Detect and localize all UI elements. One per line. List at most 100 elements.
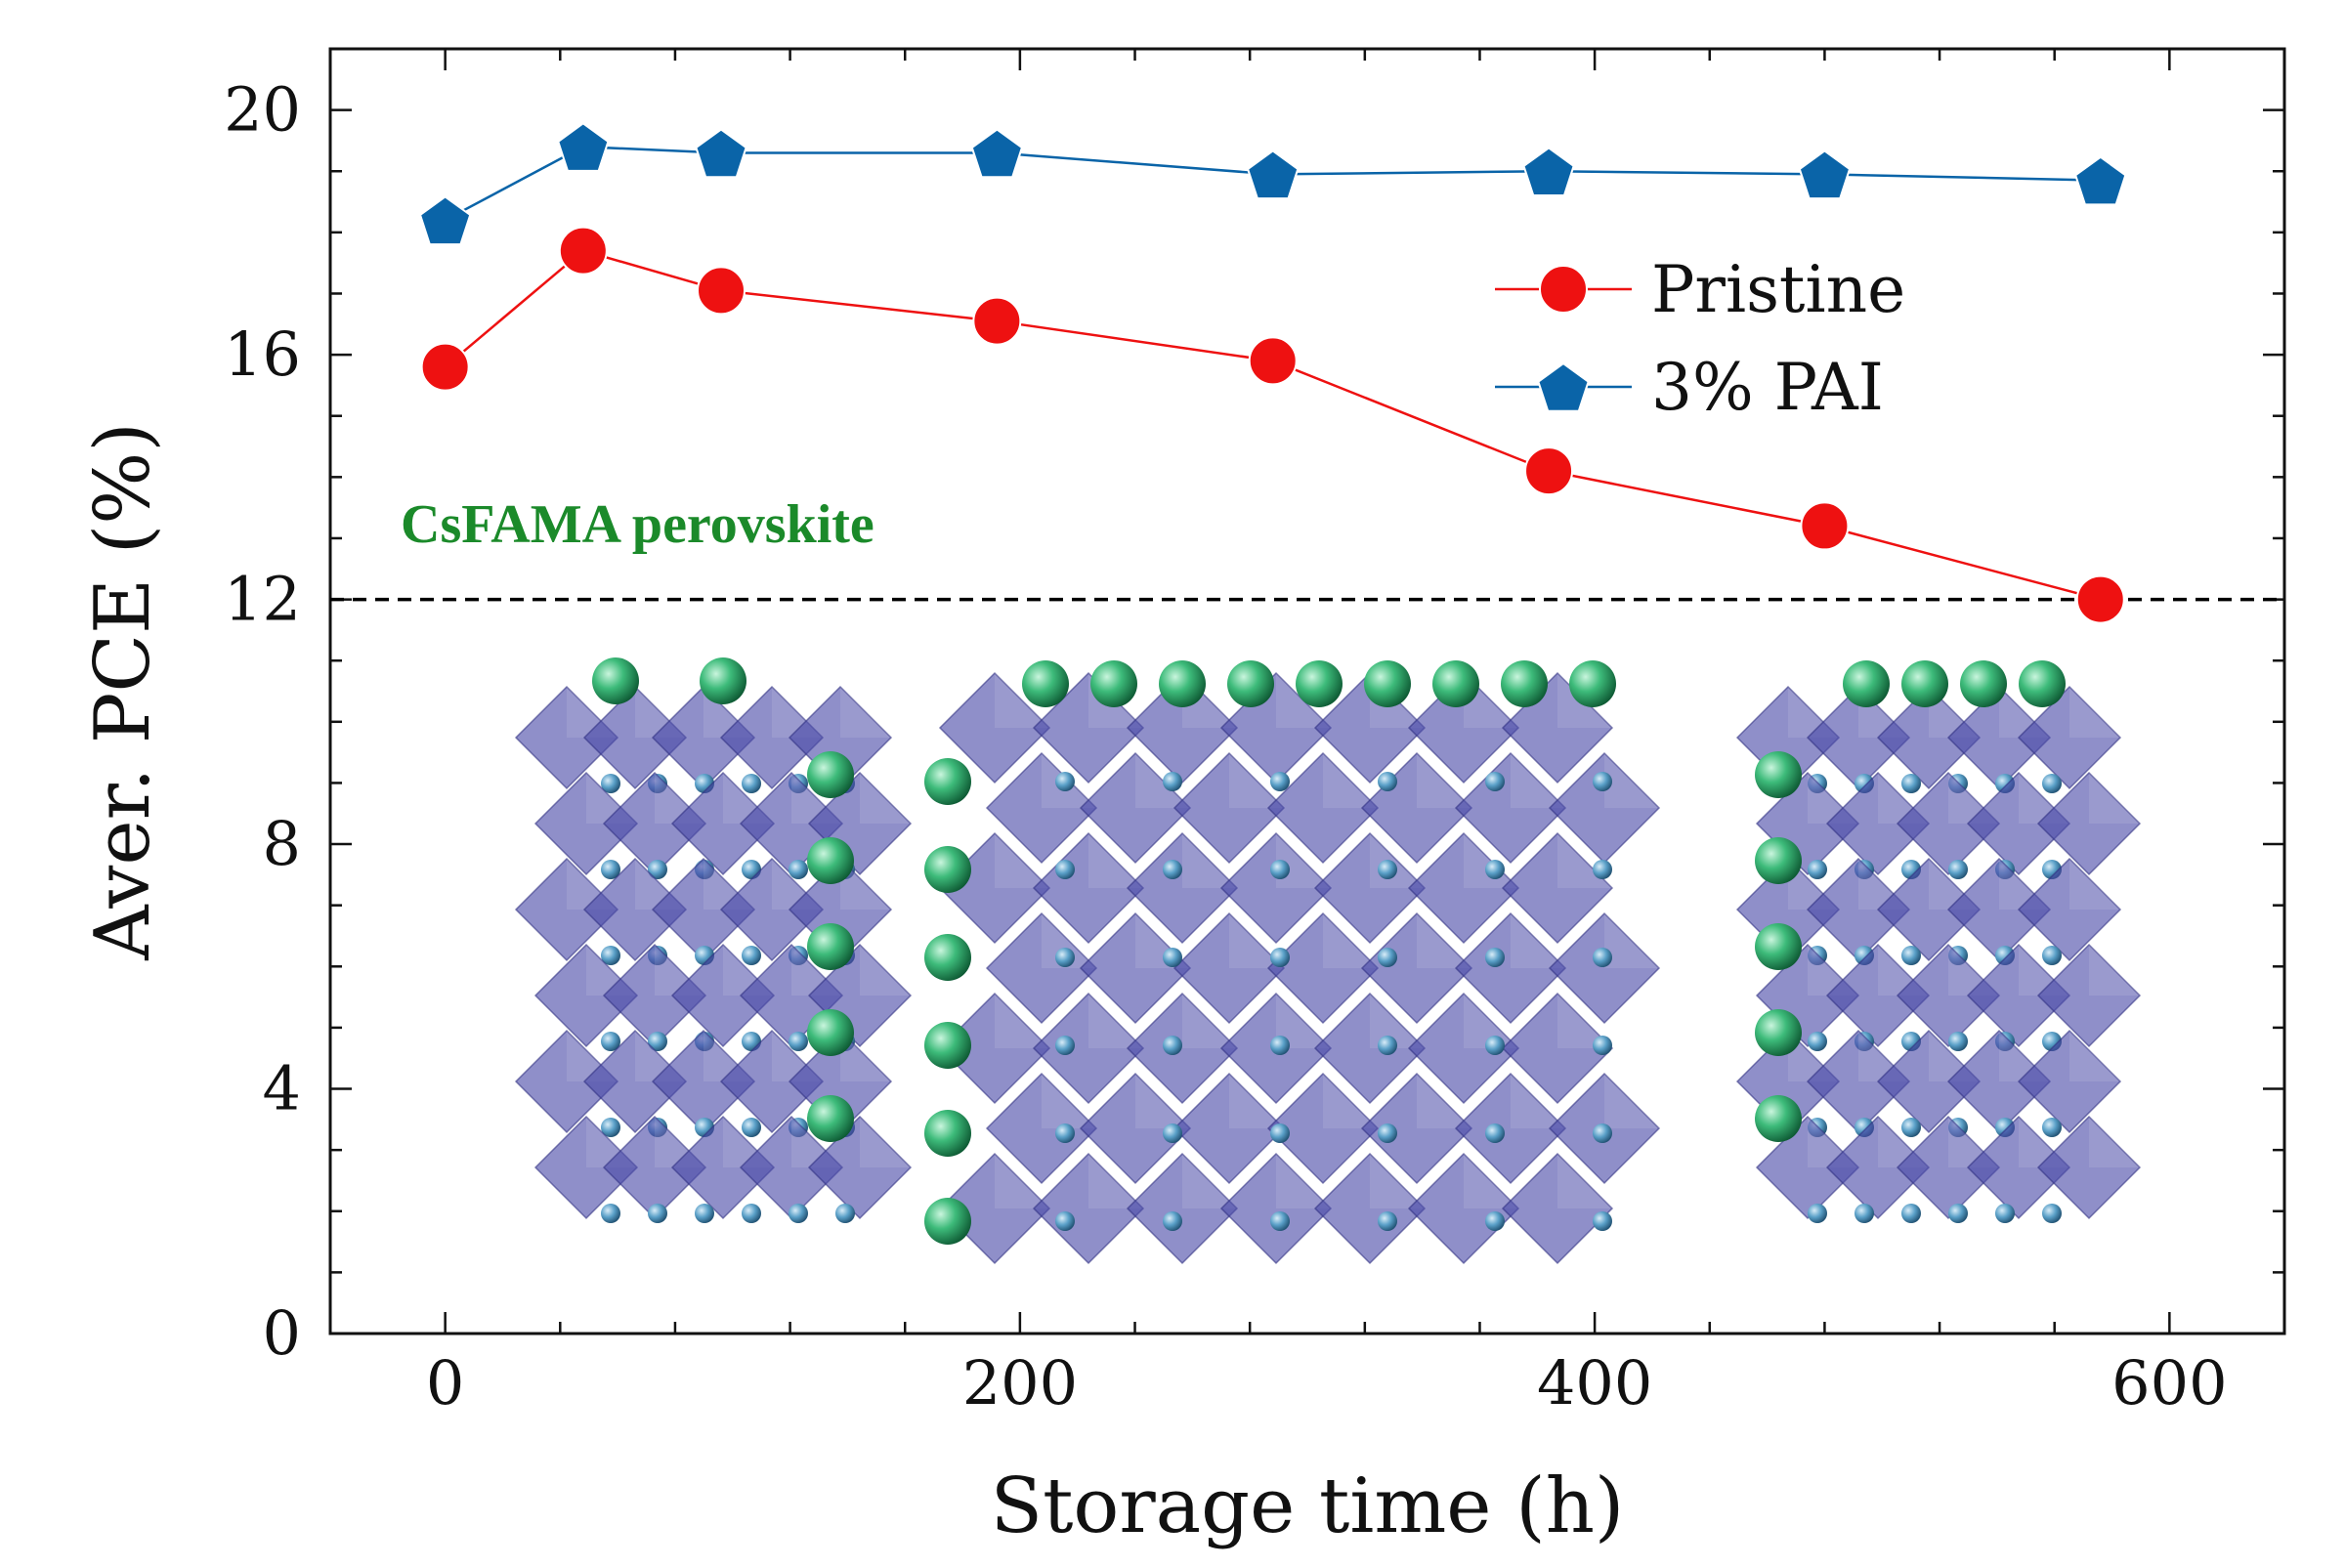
plot-frame xyxy=(328,47,2286,1335)
octahedron-middle-6-3 xyxy=(1219,1152,1333,1265)
small-atom-middle-1-2 xyxy=(1270,860,1290,879)
point-pai-480 xyxy=(1798,149,1852,200)
small-atom-middle-3-4 xyxy=(1485,1036,1505,1055)
octahedron-right-4-4 xyxy=(2017,1029,2122,1134)
octahedron-middle-0-2 xyxy=(1126,671,1239,784)
a-site-atom-right-top-1 xyxy=(1901,660,1948,707)
octahedron-middle-1-2-facet xyxy=(1229,753,1284,808)
octahedron-middle-5-1-facet xyxy=(1135,1074,1190,1128)
y-tick-label-0: 0 xyxy=(263,1297,301,1369)
a-site-atom-right-3 xyxy=(1755,923,1802,970)
y-tick-label-20: 20 xyxy=(224,74,301,146)
octahedron-right-4-2 xyxy=(1876,1029,1982,1134)
x-axis-title: Storage time (h) xyxy=(991,1462,1625,1550)
a-site-atom-middle-left-2 xyxy=(924,934,971,981)
a-site-atom-middle-left-3 xyxy=(924,1022,971,1069)
point-pristine-576 xyxy=(2075,574,2125,624)
legend-marker-pristine xyxy=(1539,265,1588,314)
octahedron-left-1-4-facet xyxy=(860,773,911,824)
a-site-atom-left-4 xyxy=(807,1009,854,1056)
small-atom-left-5-4 xyxy=(789,1204,808,1223)
x-tick-label-0: 0 xyxy=(426,1347,464,1419)
small-atom-middle-4-2 xyxy=(1270,1123,1290,1143)
a-site-atom-middle-top-6 xyxy=(1432,660,1479,707)
octahedron-right-1-1 xyxy=(1825,771,1931,876)
small-atom-left-5-0 xyxy=(601,1204,620,1223)
small-atom-left-3-4 xyxy=(789,1032,808,1051)
crystal-structure-illustration xyxy=(514,657,2142,1265)
a-site-atom-middle-top-0 xyxy=(1022,660,1069,707)
small-atom-middle-1-5 xyxy=(1593,860,1612,879)
point-pai-288 xyxy=(1246,149,1300,200)
octahedron-middle-5-0 xyxy=(985,1072,1098,1185)
octahedron-middle-6-0 xyxy=(938,1152,1051,1265)
octahedron-middle-5-2 xyxy=(1172,1072,1286,1185)
a-site-atom-middle-left-5 xyxy=(924,1198,971,1245)
point-pai-0 xyxy=(418,195,472,246)
small-atom-left-2-3 xyxy=(742,946,761,965)
a-site-atom-middle-left-0 xyxy=(924,758,971,805)
small-atom-middle-0-1 xyxy=(1163,772,1182,791)
octahedron-middle-4-5 xyxy=(1407,992,1520,1105)
octahedron-middle-4-4 xyxy=(1313,992,1427,1105)
octahedron-right-5-4-facet xyxy=(2089,1117,2140,1167)
octahedron-middle-3-4 xyxy=(1360,911,1473,1025)
small-atom-right-3-0 xyxy=(1808,1032,1827,1051)
octahedron-right-5-0 xyxy=(1755,1115,1860,1220)
octahedron-middle-4-4-facet xyxy=(1370,994,1425,1048)
small-atom-left-4-3 xyxy=(742,1118,761,1137)
a-site-atom-right-5 xyxy=(1755,1095,1802,1142)
x-tick-label-600: 600 xyxy=(2111,1347,2227,1419)
octahedron-right-5-3 xyxy=(1966,1115,2071,1220)
octahedron-middle-5-5-facet xyxy=(1511,1074,1565,1128)
series-pristine xyxy=(420,226,2125,624)
small-atom-middle-1-1 xyxy=(1163,860,1182,879)
small-atom-middle-0-2 xyxy=(1270,772,1290,791)
x-tick-label-200: 200 xyxy=(962,1347,1078,1419)
a-site-atom-middle-top-3 xyxy=(1227,660,1274,707)
a-site-atom-right-top-0 xyxy=(1843,660,1890,707)
octahedron-middle-5-6-facet xyxy=(1604,1074,1659,1128)
octahedron-right-0-2 xyxy=(1876,685,1982,790)
octahedron-middle-1-2 xyxy=(1172,751,1286,865)
octahedron-middle-3-4-facet xyxy=(1417,913,1471,968)
small-atom-left-3-0 xyxy=(601,1032,620,1051)
small-atom-middle-3-5 xyxy=(1593,1036,1612,1055)
octahedron-middle-1-3 xyxy=(1266,751,1380,865)
octahedron-middle-3-6-facet xyxy=(1604,913,1659,968)
axes-frame xyxy=(328,47,2286,1335)
small-atom-right-5-5 xyxy=(2042,1204,2062,1223)
small-atom-left-5-1 xyxy=(648,1204,667,1223)
small-atom-middle-1-4 xyxy=(1485,860,1505,879)
octahedron-middle-3-0-facet xyxy=(1042,913,1096,968)
octahedron-middle-6-4 xyxy=(1313,1152,1427,1265)
small-atom-left-1-1 xyxy=(648,860,667,879)
small-atom-middle-0-5 xyxy=(1593,772,1612,791)
series-pai xyxy=(418,122,2127,246)
small-atom-middle-2-2 xyxy=(1270,948,1290,967)
octahedron-middle-2-3-facet xyxy=(1276,833,1331,888)
small-atom-right-5-1 xyxy=(1855,1204,1874,1223)
octahedron-right-3-4-facet xyxy=(2089,945,2140,996)
octahedron-middle-3-0 xyxy=(985,911,1098,1025)
octahedron-right-0-4 xyxy=(2017,685,2122,790)
point-pristine-48 xyxy=(558,226,608,275)
small-atom-left-0-3 xyxy=(742,774,761,793)
octahedron-right-1-3 xyxy=(1966,771,2071,876)
small-atom-right-1-0 xyxy=(1808,860,1827,879)
octahedron-middle-0-0 xyxy=(938,671,1051,784)
small-atom-middle-2-5 xyxy=(1593,948,1612,967)
octahedron-right-2-4-facet xyxy=(2069,859,2120,910)
octahedron-middle-3-3-facet xyxy=(1323,913,1378,968)
text-group: Storage time (h) Aver. PCE (%) CsFAMA pe… xyxy=(79,74,2228,1550)
octahedron-middle-6-2-facet xyxy=(1182,1154,1237,1208)
small-atom-middle-2-0 xyxy=(1055,948,1075,967)
small-atom-middle-4-0 xyxy=(1055,1123,1075,1143)
small-atom-right-4-2 xyxy=(1901,1118,1921,1137)
small-atom-middle-5-2 xyxy=(1270,1211,1290,1231)
small-atom-middle-0-0 xyxy=(1055,772,1075,791)
octahedron-left-0-4-facet xyxy=(840,687,891,738)
small-atom-right-2-5 xyxy=(2042,946,2062,965)
